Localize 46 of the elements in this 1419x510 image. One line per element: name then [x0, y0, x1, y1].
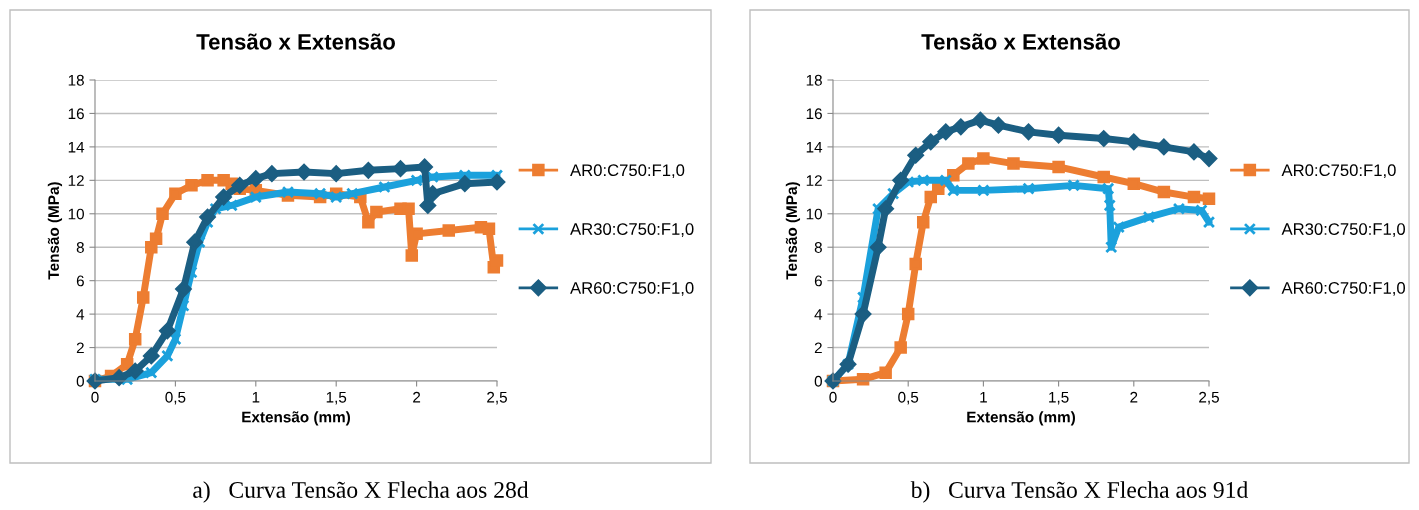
y-tick-label: 4 — [76, 309, 85, 320]
y-tick-label: 10 — [68, 208, 84, 220]
y-axis-title: Tensão (MPa) — [47, 182, 63, 280]
y-tick-label: 0 — [76, 375, 84, 387]
x-tick-label: 1 — [252, 391, 260, 403]
chart-title: Tensão x Extensão — [196, 33, 395, 50]
y-tick-label: 16 — [68, 108, 84, 120]
x-axis-title: Extensão (mm) — [967, 411, 1075, 426]
y-tick-label: 8 — [814, 242, 822, 253]
text: a) Curva Tensão X Flecha aos 28d — [193, 481, 529, 503]
x-tick-label: 0,5 — [898, 391, 919, 405]
x-tick-label: 2 — [413, 391, 421, 403]
chart-title: Tensão x Extensão — [921, 33, 1120, 50]
x-tick-label: 1,5 — [326, 391, 347, 405]
x-tick-label: 1 — [980, 391, 987, 403]
y-axis-title: Tensão (MPa) — [785, 182, 801, 280]
x-tick-label: 0 — [829, 391, 837, 403]
y-tick-label: 4 — [814, 309, 823, 320]
legend-label: AR60:C750:F1,0 — [570, 282, 694, 296]
y-tick-label: 2 — [76, 342, 84, 354]
y-tick-label: 6 — [814, 275, 822, 287]
legend-label: AR60:C750:F1,0 — [1281, 282, 1406, 296]
text: b) Curva Tensão X Flecha aos 91d — [910, 481, 1248, 503]
y-tick-label: 16 — [806, 108, 822, 120]
y-tick-label: 14 — [806, 141, 823, 153]
y-tick-label: 12 — [806, 175, 822, 186]
y-tick-label: 18 — [806, 74, 822, 86]
x-tick-label: 1,5 — [1049, 391, 1069, 405]
y-tick-label: 14 — [68, 141, 85, 153]
x-tick-label: 2 — [1130, 391, 1138, 403]
legend-label: AR30:C750:F1,0 — [570, 223, 694, 237]
legend-label: AR0:C750:F1,0 — [1281, 164, 1396, 179]
y-tick-label: 0 — [814, 375, 822, 387]
y-tick-label: 6 — [76, 275, 84, 287]
y-tick-label: 8 — [76, 242, 84, 253]
legend-label: AR30:C750:F1,0 — [1281, 223, 1406, 237]
y-tick-label: 2 — [814, 342, 822, 354]
y-tick-label: 10 — [806, 208, 822, 220]
y-tick-label: 18 — [68, 74, 84, 86]
x-tick-label: 0 — [91, 391, 99, 403]
x-tick-label: 2,5 — [487, 391, 507, 405]
x-axis-title: Extensão (mm) — [242, 411, 350, 426]
legend-label: AR0:C750:F1,0 — [570, 164, 685, 179]
y-tick-label: 12 — [68, 175, 84, 186]
x-tick-label: 0,5 — [165, 391, 186, 405]
x-tick-label: 2,5 — [1199, 391, 1219, 405]
